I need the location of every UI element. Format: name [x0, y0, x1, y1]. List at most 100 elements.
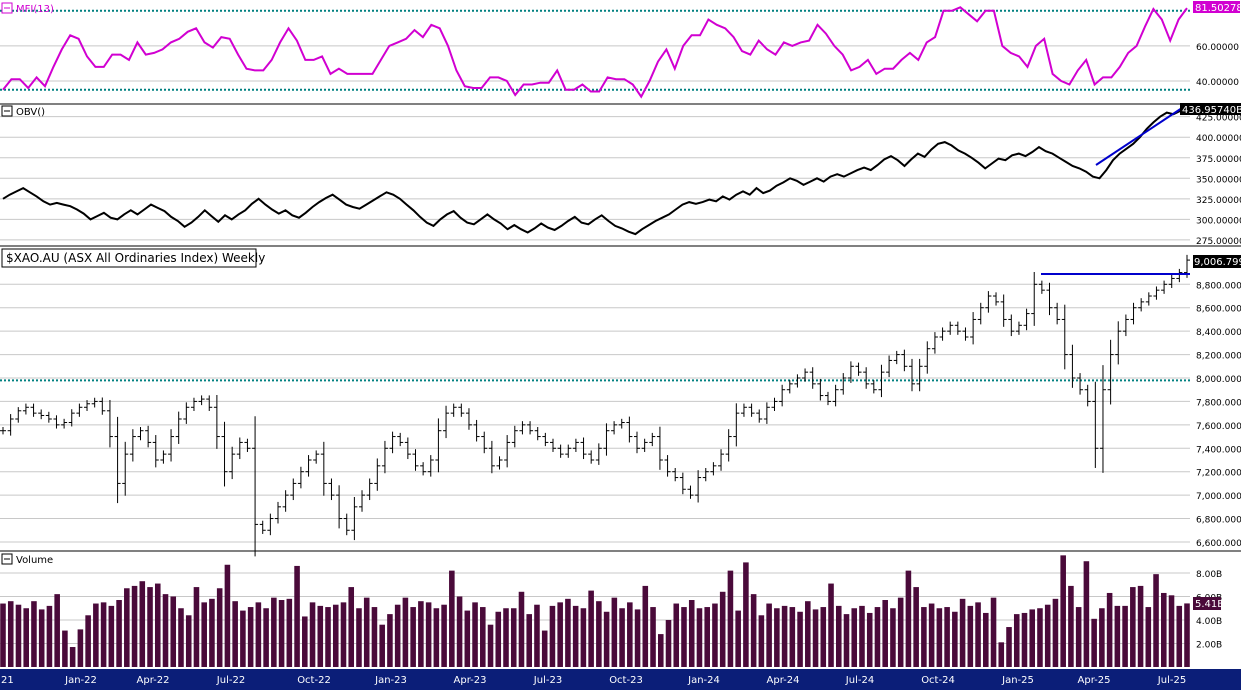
volume-bar — [402, 597, 409, 667]
obv-tick-labels: 425.00000B 400.00000B 375.00000B 350.00000B… — [1196, 114, 1241, 247]
volume-bar — [1161, 592, 1167, 667]
volume-bar — [1091, 618, 1097, 667]
volume-bar — [642, 585, 649, 667]
volume-bar — [797, 611, 803, 667]
price-bar — [802, 368, 809, 382]
volume-bar — [541, 630, 548, 667]
volume-bar — [356, 608, 362, 667]
volume-bar — [510, 608, 517, 667]
price-bar — [137, 427, 144, 441]
price-bar — [1092, 381, 1099, 468]
price-bar — [198, 395, 205, 406]
volume-bars — [0, 555, 1190, 667]
volume-last-value: 5.41B — [1195, 599, 1224, 610]
price-bar — [389, 431, 396, 454]
volume-bar — [1153, 574, 1159, 667]
price-bar — [45, 411, 52, 423]
price-bar — [664, 455, 671, 477]
price-bar — [595, 443, 602, 465]
volume-bar — [363, 597, 370, 667]
price-bar — [282, 490, 289, 512]
x-axis-label: Oct-23 — [609, 675, 643, 686]
price-bar — [351, 496, 358, 541]
volume-bar — [224, 564, 231, 667]
price-bar — [1077, 373, 1084, 395]
y-tick-label: 8,800.0000 — [1196, 281, 1241, 291]
price-bar — [687, 485, 694, 499]
price-bar — [924, 341, 931, 374]
volume-bar — [712, 603, 718, 667]
price-bar — [305, 455, 312, 477]
price-bar — [527, 421, 534, 435]
volume-bar — [866, 612, 873, 667]
volume-bar — [565, 598, 571, 667]
obv-trendline[interactable] — [1095, 103, 1189, 166]
volume-bar — [572, 605, 579, 667]
price-bar — [916, 358, 923, 392]
price-bar — [122, 441, 129, 496]
volume-bar — [147, 587, 153, 667]
volume-bar — [928, 603, 935, 667]
volume-bar — [62, 630, 68, 667]
price-legend-label: $XAO.AU (ASX All Ordinaries Index) Weekl… — [6, 251, 265, 265]
volume-bar — [526, 614, 533, 667]
price-bar — [129, 429, 136, 462]
y-tick-label: 60.00000 — [1196, 43, 1239, 53]
volume-bar — [309, 602, 316, 667]
price-bar — [458, 403, 465, 417]
price-bar — [313, 450, 320, 464]
volume-bar — [603, 611, 610, 667]
price-bar — [1099, 365, 1106, 473]
volume-last-value-badge — [1193, 597, 1221, 610]
price-bar — [420, 462, 427, 476]
volume-bar — [557, 602, 563, 667]
price-bar — [863, 367, 870, 389]
price-bar — [618, 418, 625, 429]
volume-bar — [859, 605, 865, 667]
y-tick-label: 350.00000B — [1196, 175, 1241, 185]
volume-bar — [1021, 612, 1028, 667]
price-bar — [22, 403, 29, 415]
volume-bar — [410, 607, 416, 667]
volume-bar — [998, 642, 1005, 667]
price-bar — [649, 432, 656, 447]
price-bar — [909, 358, 916, 392]
y-tick-label: 2.00B — [1196, 640, 1222, 650]
obv-last-value: 436.95740B — [1182, 105, 1241, 116]
volume-bar — [1176, 605, 1183, 667]
price-bar — [359, 490, 366, 512]
volume-bar — [681, 607, 687, 667]
price-ohlc-bars — [0, 254, 1190, 557]
volume-bar — [1060, 555, 1066, 667]
price-bar — [878, 364, 885, 398]
price-bar — [626, 416, 633, 443]
volume-bar — [1145, 607, 1152, 667]
volume-bar — [1137, 585, 1144, 667]
price-bar — [1061, 304, 1068, 370]
volume-bar — [124, 588, 130, 667]
price-bar — [931, 332, 938, 354]
price-bar — [809, 367, 816, 389]
volume-bar — [441, 604, 447, 667]
volume-bar — [139, 581, 146, 667]
y-tick-label: 300.00000B — [1196, 216, 1241, 226]
volume-bar — [890, 608, 896, 667]
x-axis-labels: 21 Jan-22 Apr-22 Jul-22 Oct-22 Jan-23 Apr-23 Ju… — [1, 675, 1186, 686]
volume-bar — [627, 602, 633, 667]
volume-bar — [216, 588, 223, 667]
price-bar — [1122, 314, 1129, 337]
price-bar — [1153, 286, 1160, 300]
volume-bar — [371, 607, 378, 667]
mfi-gridlines — [0, 45, 1190, 82]
price-bar — [1046, 282, 1053, 316]
price-bar — [496, 456, 503, 470]
volume-bar — [7, 601, 14, 667]
price-bar — [993, 292, 1000, 306]
price-bar — [168, 429, 175, 462]
volume-bar — [952, 611, 958, 667]
price-bar — [290, 478, 297, 501]
price-bar — [99, 397, 106, 415]
price-bar — [30, 403, 37, 417]
volume-bar — [278, 600, 285, 667]
